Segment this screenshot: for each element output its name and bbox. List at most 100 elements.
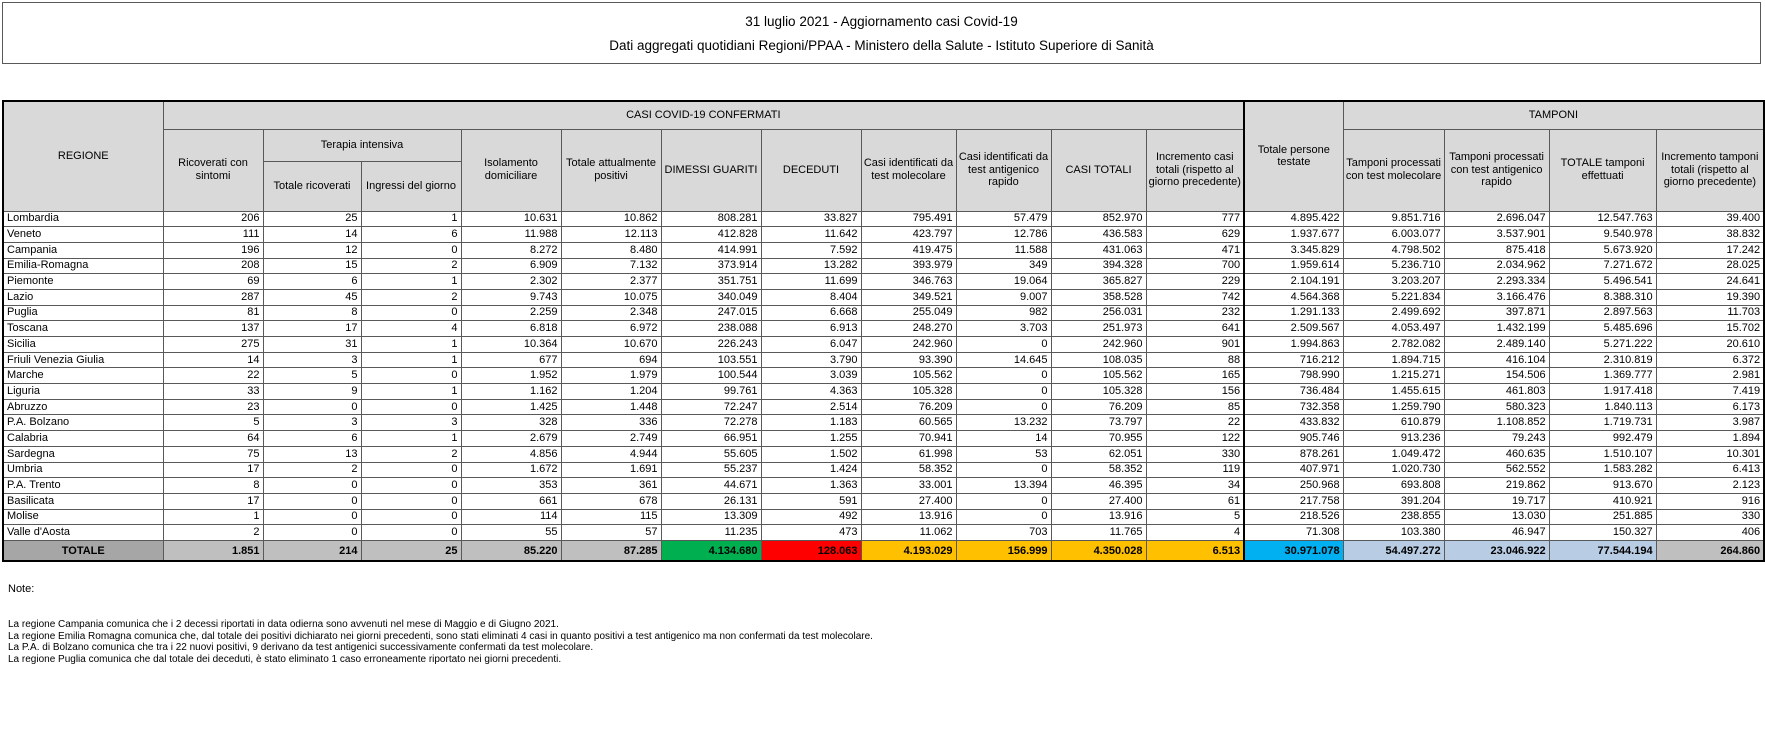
value-cell: 5 (1145, 508, 1245, 526)
col-header-casi-test-molecolare: Casi identificati da test molecolare (860, 128, 957, 212)
value-cell: 0 (955, 383, 1052, 400)
value-cell: 5.485.696 (1548, 320, 1657, 337)
value-cell: 9.851.716 (1342, 210, 1445, 228)
value-cell: 10.075 (560, 288, 662, 306)
value-cell: 58.352 (860, 461, 957, 479)
value-cell: 13.916 (860, 508, 957, 526)
value-cell: 349 (955, 257, 1052, 275)
value-cell: 1.369.777 (1548, 367, 1657, 385)
region-name-cell: Calabria (2, 430, 164, 447)
value-cell: 8.404 (760, 288, 862, 306)
value-cell: 580.323 (1443, 398, 1550, 416)
value-cell: 0 (360, 367, 462, 385)
value-cell: 5.271.222 (1548, 336, 1657, 353)
note-line: La regione Puglia comunica che dal total… (8, 653, 562, 665)
value-cell: 2.293.334 (1443, 273, 1550, 290)
col-header-dimessi-guariti: DIMESSI GUARITI (660, 128, 762, 212)
value-cell: 1.108.852 (1443, 414, 1550, 432)
value-cell: 2.696.047 (1443, 210, 1550, 228)
group-header-casi-confermati: CASI COVID-19 CONFERMATI (162, 100, 1245, 130)
total-value-cell: 4.193.029 (860, 539, 957, 562)
value-cell: 1.840.113 (1548, 398, 1657, 416)
value-cell: 4 (360, 320, 462, 337)
region-name-cell: Molise (2, 508, 164, 526)
value-cell: 103.380 (1342, 524, 1445, 541)
value-cell: 2 (360, 257, 462, 275)
value-cell: 3.166.476 (1443, 288, 1550, 306)
group-header-tamponi: TAMPONI (1342, 100, 1765, 130)
group-header-terapia-intensiva: Terapia intensiva (262, 128, 462, 162)
value-cell: 351.751 (660, 273, 762, 290)
region-name-cell: Abruzzo (2, 398, 164, 416)
value-cell: 70.955 (1050, 430, 1147, 447)
region-name-cell: Marche (2, 367, 164, 385)
value-cell: 694 (560, 351, 662, 369)
value-cell: 407.971 (1243, 461, 1344, 479)
value-cell: 1.510.107 (1548, 445, 1657, 463)
region-name-cell: P.A. Trento (2, 477, 164, 494)
value-cell: 11.062 (860, 524, 957, 541)
value-cell: 55.237 (660, 461, 762, 479)
value-cell: 2.310.819 (1548, 351, 1657, 369)
value-cell: 2.782.082 (1342, 336, 1445, 353)
value-cell: 1 (360, 210, 462, 228)
value-cell: 13.394 (955, 477, 1052, 494)
value-cell: 330 (1145, 445, 1245, 463)
value-cell: 2.104.191 (1243, 273, 1344, 290)
value-cell: 1.959.614 (1243, 257, 1344, 275)
value-cell: 10.631 (460, 210, 562, 228)
total-value-cell: 87.285 (560, 539, 662, 562)
value-cell: 4 (1145, 524, 1245, 541)
region-name-cell: Valle d'Aosta (2, 524, 164, 541)
table-row: Calabria 64 6 1 2.679 2.749 66.951 1.255 70.941 1… (2, 430, 1765, 447)
value-cell: 7.419 (1655, 383, 1765, 400)
value-cell: 217.758 (1243, 492, 1344, 510)
value-cell: 105.328 (1050, 383, 1147, 400)
value-cell: 982 (955, 304, 1052, 322)
value-cell: 12 (262, 241, 362, 259)
total-row: TOTALE 1.851 214 25 85.220 87.285 4.134.680 128… (2, 539, 1765, 562)
value-cell: 0 (955, 398, 1052, 416)
value-cell: 2.499.692 (1342, 304, 1445, 322)
region-name-cell: Sicilia (2, 336, 164, 353)
value-cell: 12.113 (560, 226, 662, 243)
value-cell: 6 (262, 430, 362, 447)
value-cell: 255.049 (860, 304, 957, 322)
value-cell: 8 (162, 477, 264, 494)
value-cell: 11.235 (660, 524, 762, 541)
value-cell: 1.502 (760, 445, 862, 463)
value-cell: 15.702 (1655, 320, 1765, 337)
value-cell: 2.377 (560, 273, 662, 290)
value-cell: 1.215.271 (1342, 367, 1445, 385)
value-cell: 34 (1145, 477, 1245, 494)
table-row: Veneto 111 14 6 11.988 12.113 412.828 11.642 423… (2, 226, 1765, 243)
value-cell: 9.540.978 (1548, 226, 1657, 243)
value-cell: 328 (460, 414, 562, 432)
value-cell: 808.281 (660, 210, 762, 228)
value-cell: 6.003.077 (1342, 226, 1445, 243)
value-cell: 641 (1145, 320, 1245, 337)
value-cell: 1.363 (760, 477, 862, 494)
notes-section: Note: La regione Campania comunica che i… (8, 583, 873, 665)
col-header-tamponi-molecolare: Tamponi processati con test molecolare (1342, 128, 1445, 212)
value-cell: 27.400 (1050, 492, 1147, 510)
value-cell: 1.583.282 (1548, 461, 1657, 479)
value-cell: 0 (360, 477, 462, 494)
value-cell: 8 (262, 304, 362, 322)
value-cell: 394.328 (1050, 257, 1147, 275)
value-cell: 11.765 (1050, 524, 1147, 541)
value-cell: 10.364 (460, 336, 562, 353)
value-cell: 1.952 (460, 367, 562, 385)
value-cell: 46.395 (1050, 477, 1147, 494)
covid-data-table: REGIONE CASI COVID-19 CONFERMATI Totale … (2, 100, 1765, 563)
value-cell: 14 (955, 430, 1052, 447)
value-cell: 3.703 (955, 320, 1052, 337)
value-cell: 2.034.962 (1443, 257, 1550, 275)
value-cell: 2.123 (1655, 477, 1765, 494)
value-cell: 57.479 (955, 210, 1052, 228)
value-cell: 196 (162, 241, 264, 259)
value-cell: 12.547.763 (1548, 210, 1657, 228)
value-cell: 3.790 (760, 351, 862, 369)
total-value-cell: 6.513 (1145, 539, 1245, 562)
region-name-cell: Puglia (2, 304, 164, 322)
